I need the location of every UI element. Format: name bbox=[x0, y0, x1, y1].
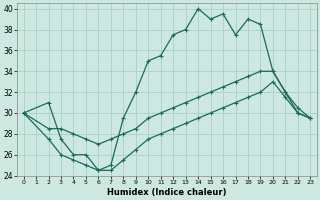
X-axis label: Humidex (Indice chaleur): Humidex (Indice chaleur) bbox=[107, 188, 227, 197]
